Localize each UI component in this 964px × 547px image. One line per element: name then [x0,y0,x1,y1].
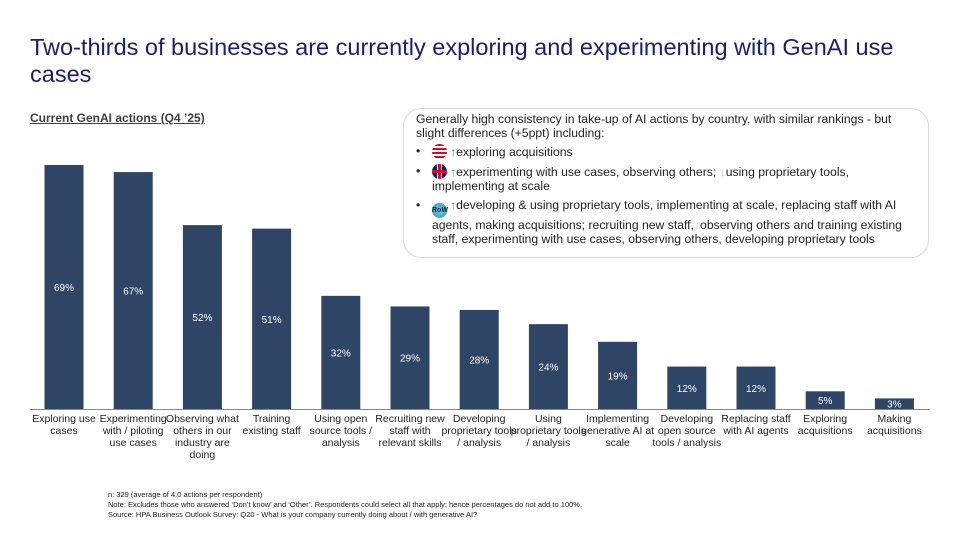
bar [598,341,638,409]
down-arrow-icon: ↓ [719,165,726,179]
data-label: 69% [54,283,74,294]
source-note: Source: HPA Business Outlook Survey: Q20… [108,510,478,519]
callout-intro: Generally high consistency in take-up of… [416,112,892,140]
callout-item-uk: • ↑experimenting with use cases, observin… [416,164,850,193]
bar [667,366,707,409]
footnotes: n: 329 (average of 4.0 actions per respo… [108,490,582,520]
bar [182,225,222,409]
data-label: 12% [677,384,697,395]
page-title: Two-thirds of businesses are currently e… [30,34,894,87]
category-label: Using proprietary tools / analysis [510,413,587,449]
category-label: Developing open source tools / analysis [652,413,722,449]
uk-flag-icon [432,164,447,179]
data-label: 12% [746,384,766,395]
category-label: Using open source tools / analysis [309,413,373,449]
bar [252,228,292,409]
data-label: 32% [331,348,351,359]
callout-item-row: • RoW ↑developing & using proprietary tool… [416,198,902,246]
bar [805,391,845,409]
country-differences-callout: Generally high consistency in take-up of… [403,108,929,258]
category-label: Making acquisitions [866,413,922,437]
data-label: 28% [469,355,489,366]
up-arrow-icon: ↑ [450,165,457,179]
us-flag-icon [432,144,447,159]
callout-up-text: experimenting with use cases, observing … [456,165,717,179]
bar [874,398,914,409]
callout-down-text: using proprietary tools, implementing at… [432,165,850,193]
globe-icon: RoW [432,203,448,218]
category-label: Recruiting new staff with relevant skill… [375,413,445,449]
bar [459,309,499,409]
category-label: Experimenting with / piloting use cases [99,413,167,449]
category-label: Implementing generative AI at scale [581,413,655,449]
data-label: 52% [192,313,212,324]
bar [528,324,568,409]
chart-subtitle: Current GenAI actions (Q4 ’25) [30,111,205,125]
data-label: 19% [608,371,628,382]
category-label: Exploring use cases [32,413,96,437]
sample-note: n: 329 (average of 4.0 actions per respo… [108,490,263,499]
data-label: 5% [818,396,833,407]
category-label: Training existing staff [242,413,301,437]
bar [736,366,776,409]
bar [44,165,84,409]
bar [113,172,153,409]
data-label: 3% [887,400,902,411]
category-label: Exploring acquisitions [797,413,853,437]
data-label: 29% [400,354,420,365]
category-label: Replacing staff with AI agents [721,413,791,437]
bar [321,295,361,409]
data-label: 67% [123,287,143,298]
bar [390,306,430,409]
data-label: 51% [262,315,282,326]
up-arrow-icon: ↑ [450,198,457,212]
callout-up-text: developing & using proprietary tools, im… [432,198,897,232]
up-arrow-icon: ↑ [450,145,457,159]
callout-item-us: • ↑exploring acquisitions [416,144,573,159]
down-arrow-icon: ↓ [693,218,701,232]
exclusion-note: Note: Excludes those who answered ‘Don’t… [108,500,583,509]
data-label: 24% [538,363,558,374]
callout-up-text: exploring acquisitions [456,145,573,159]
callout-down-text: observing others and training existing s… [432,218,902,246]
category-label: Developing proprietary tools / analysis [441,413,517,449]
category-label: Observing what others in our industry ar… [165,413,239,461]
